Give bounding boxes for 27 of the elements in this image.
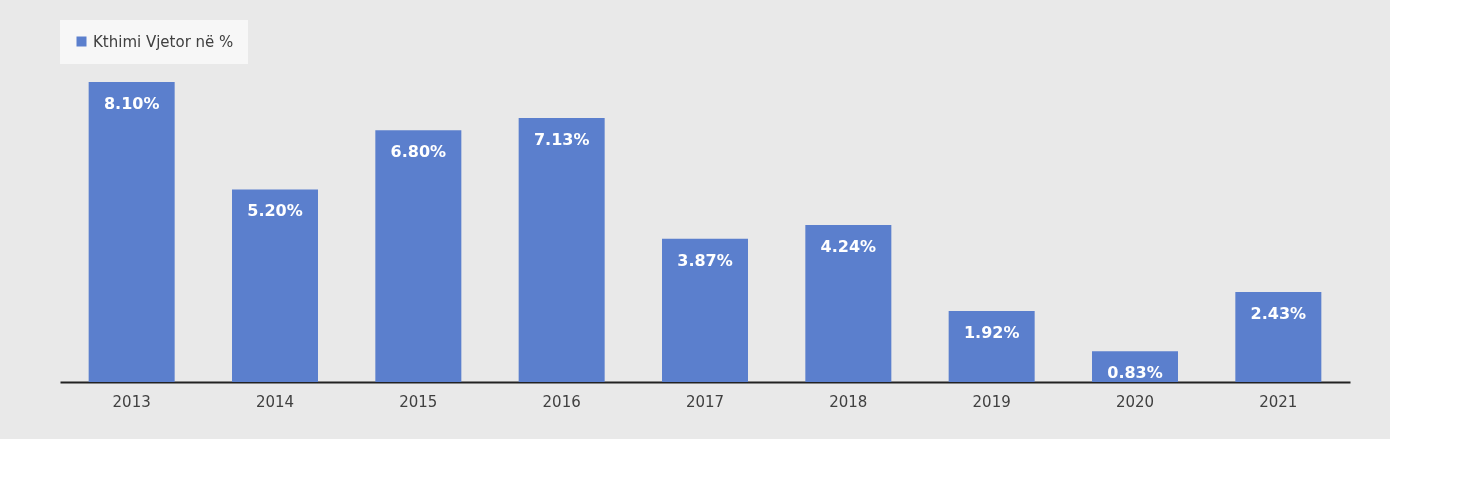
bar bbox=[948, 310, 1035, 382]
bar bbox=[232, 189, 318, 382]
x-tick-label: 2021 bbox=[1259, 392, 1298, 411]
data-label: 6.80% bbox=[390, 142, 447, 162]
bar bbox=[88, 82, 175, 382]
data-label: 3.87% bbox=[677, 250, 733, 270]
legend-label: Kthimi Vjetor në % bbox=[93, 32, 234, 51]
data-label: 7.13% bbox=[533, 129, 590, 149]
bar bbox=[805, 224, 892, 382]
x-tick-label: 2015 bbox=[399, 392, 438, 411]
bar bbox=[375, 130, 462, 382]
bar bbox=[662, 238, 748, 382]
bar bbox=[518, 117, 605, 382]
x-tick-label: 2014 bbox=[255, 392, 295, 411]
data-label: 4.24% bbox=[820, 236, 877, 256]
data-label: 2.43% bbox=[1250, 304, 1307, 323]
data-label: 0.83% bbox=[1107, 363, 1163, 383]
data-label: 5.20% bbox=[247, 201, 303, 221]
x-tick-label: 2019 bbox=[972, 392, 1011, 411]
x-tick-label: 2017 bbox=[685, 392, 725, 411]
bar bbox=[1235, 292, 1322, 382]
x-tick-label: 2018 bbox=[829, 392, 868, 411]
x-tick-label: 2013 bbox=[112, 392, 151, 411]
x-tick-label: 2016 bbox=[542, 392, 581, 411]
x-tick-label: 2020 bbox=[1115, 392, 1155, 411]
data-label: 1.92% bbox=[963, 322, 1020, 342]
data-label: 8.10% bbox=[103, 94, 160, 113]
